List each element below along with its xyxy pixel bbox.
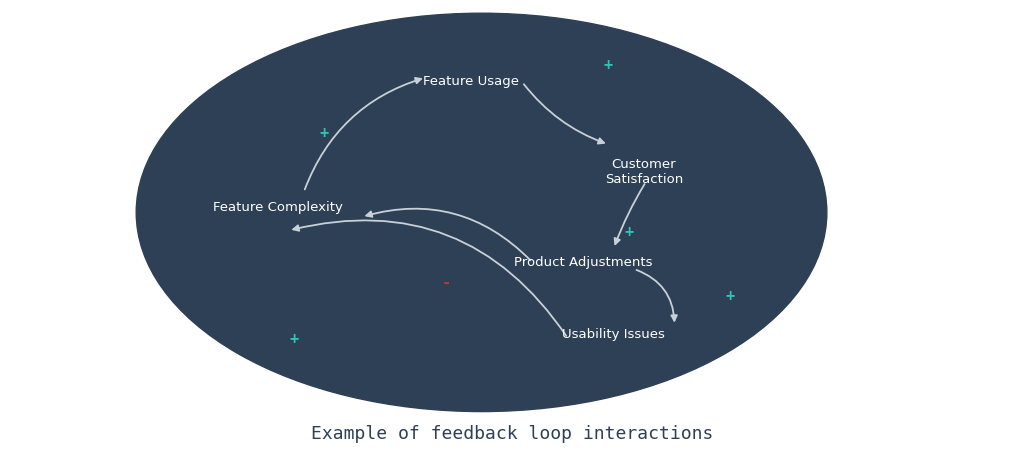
Text: Usability Issues: Usability Issues: [562, 328, 665, 341]
Text: Example of feedback loop interactions: Example of feedback loop interactions: [311, 425, 713, 443]
Text: +: +: [726, 289, 735, 304]
Text: Customer
Satisfaction: Customer Satisfaction: [605, 158, 683, 186]
Ellipse shape: [136, 13, 826, 412]
Text: +: +: [289, 331, 298, 347]
Text: Product Adjustments: Product Adjustments: [514, 256, 652, 269]
Text: +: +: [604, 58, 613, 73]
Text: -: -: [441, 275, 451, 290]
Text: +: +: [319, 126, 329, 141]
Text: +: +: [625, 225, 634, 240]
Text: Feature Complexity: Feature Complexity: [213, 201, 343, 214]
Text: Feature Usage: Feature Usage: [423, 75, 519, 88]
